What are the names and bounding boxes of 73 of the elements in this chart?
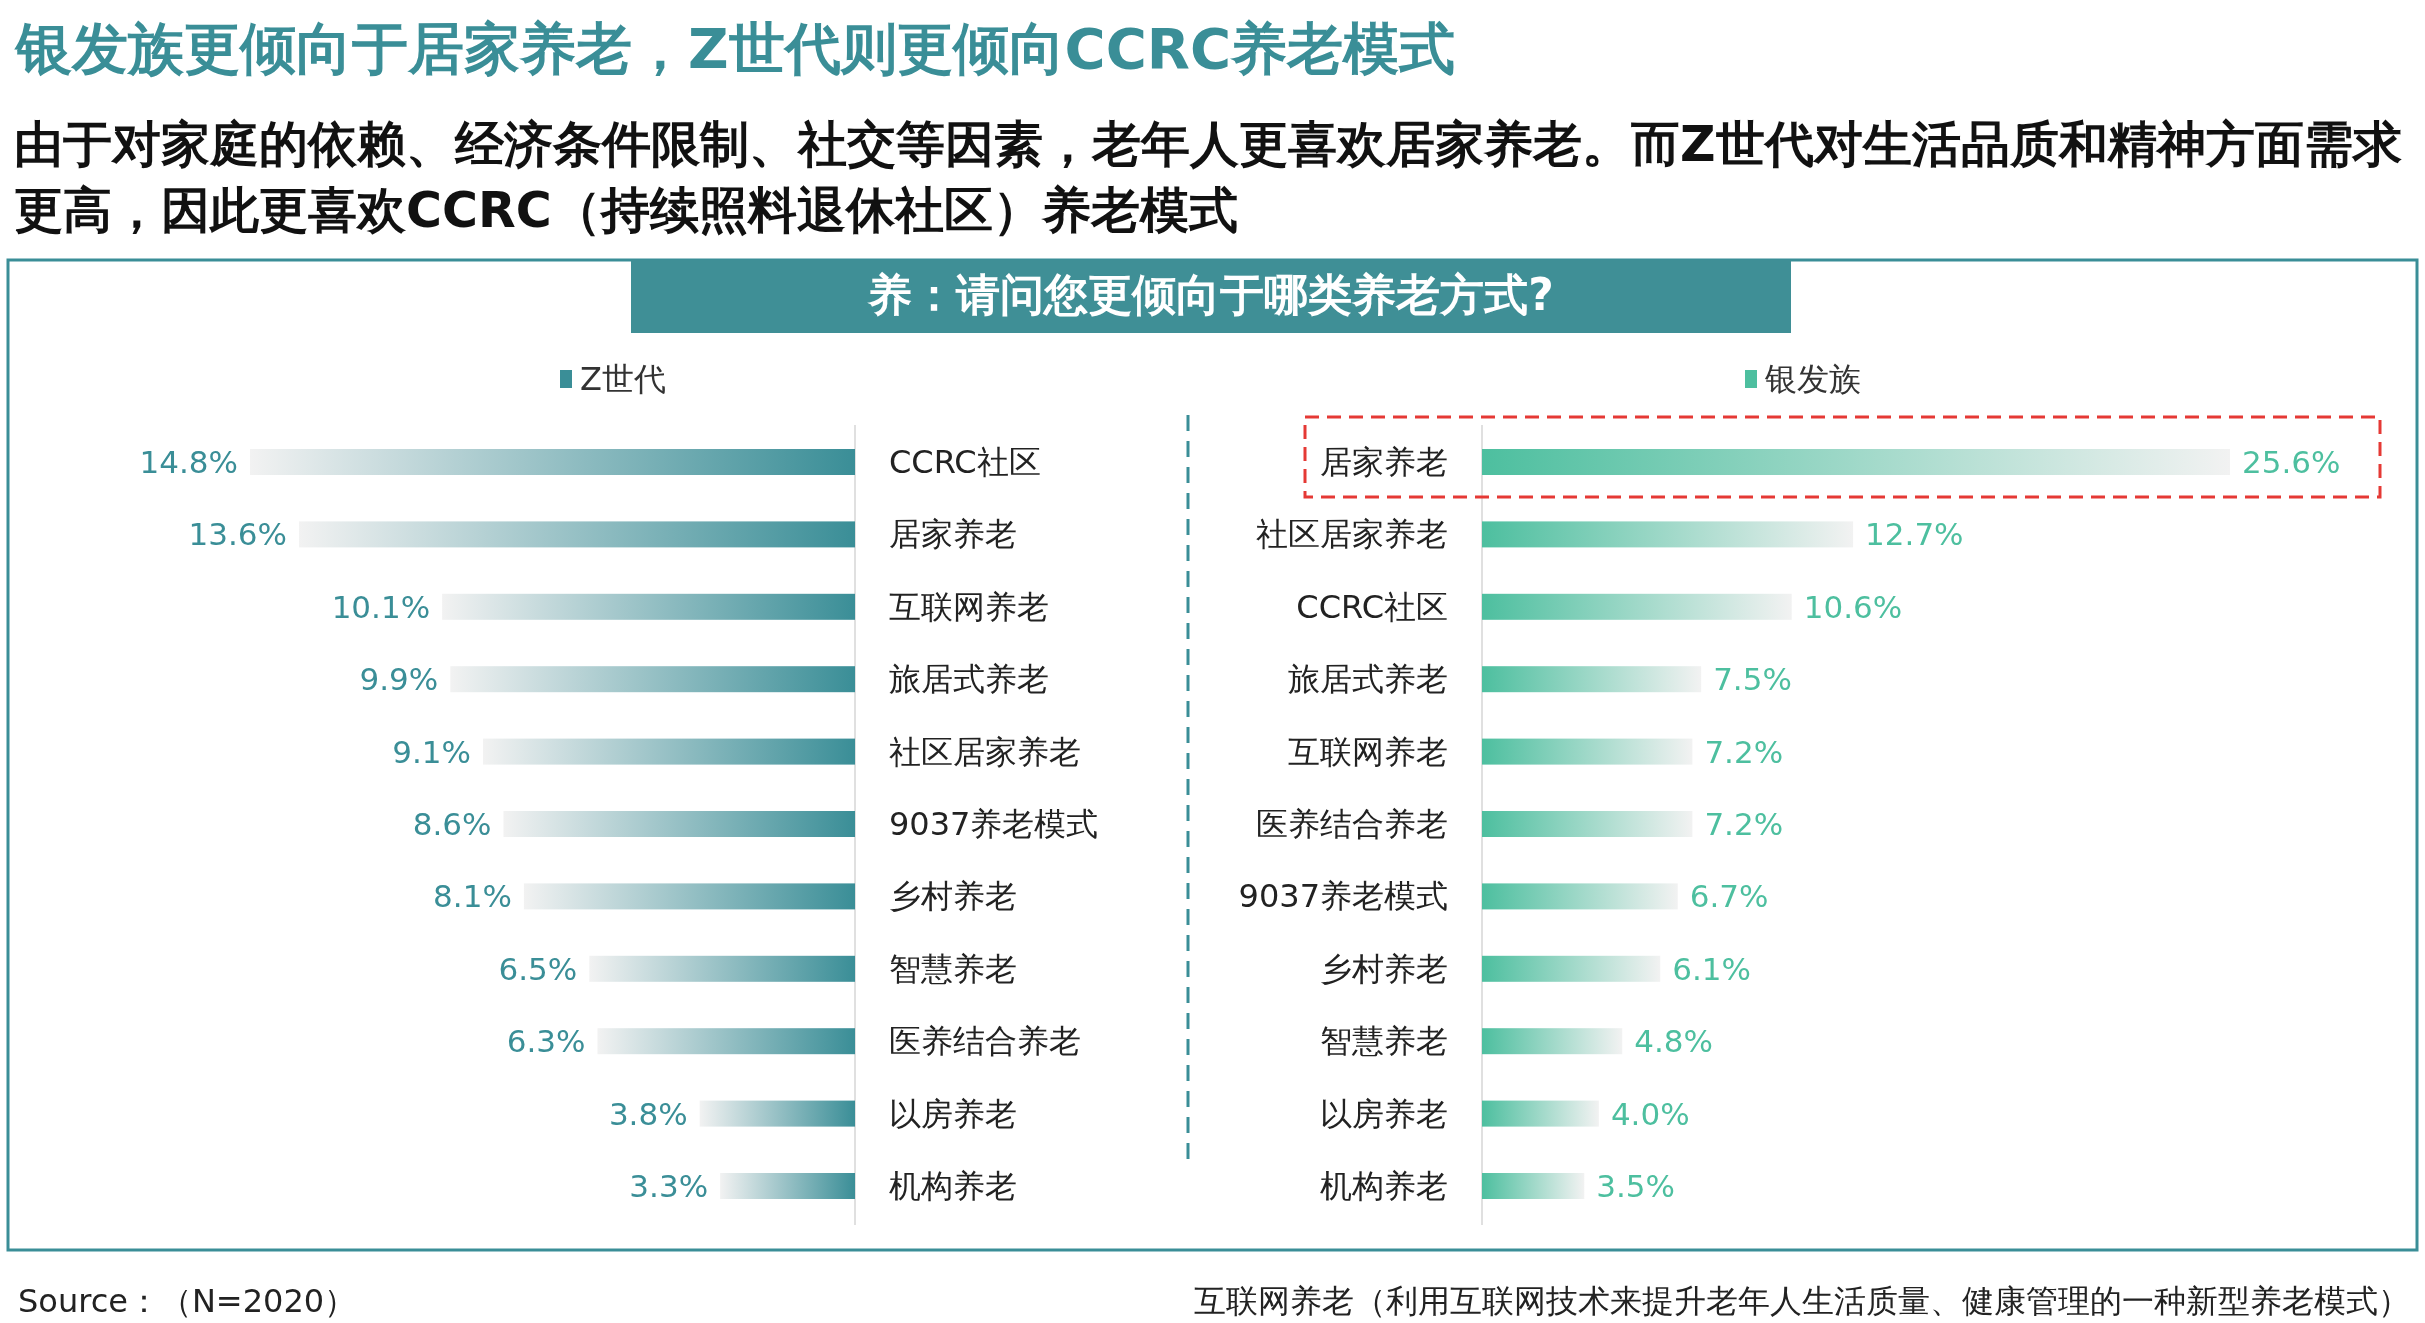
category-label: 乡村养老 bbox=[889, 877, 1017, 916]
data-label: 7.5% bbox=[1713, 661, 1792, 698]
bar bbox=[1482, 738, 1693, 765]
bar bbox=[1482, 955, 1661, 982]
bar bbox=[1482, 521, 1854, 548]
source-note: Source：（N=2020） bbox=[18, 1282, 357, 1320]
bar bbox=[1482, 449, 2230, 475]
category-label: 乡村养老 bbox=[1320, 949, 1448, 988]
category-label: 机构养老 bbox=[1320, 1167, 1448, 1205]
data-label: 6.1% bbox=[1672, 950, 1751, 987]
data-label: 9.1% bbox=[392, 733, 472, 770]
text: 养：请问您更倾向于哪类养老方式? bbox=[867, 269, 1554, 320]
category-label: 以房养老 bbox=[1320, 1094, 1448, 1133]
bar bbox=[589, 955, 855, 982]
data-label: 7.2% bbox=[1704, 733, 1784, 770]
data-label: 13.6% bbox=[188, 516, 288, 553]
bar bbox=[1482, 1173, 1585, 1199]
category-label: 互联网养老 bbox=[1288, 732, 1448, 771]
bar bbox=[1482, 811, 1693, 837]
category-label: 智慧养老 bbox=[1320, 1022, 1448, 1061]
data-label: 4.8% bbox=[1634, 1023, 1714, 1060]
category-label: CCRC社区 bbox=[1296, 587, 1448, 626]
bar bbox=[450, 666, 855, 693]
data-label: 3.5% bbox=[1596, 1168, 1676, 1204]
data-label: 9.9% bbox=[359, 661, 439, 698]
category-label: 旅居式养老 bbox=[889, 660, 1049, 699]
data-label: 6.3% bbox=[506, 1023, 586, 1060]
bar bbox=[720, 1173, 855, 1199]
category-label: CCRC社区 bbox=[889, 443, 1041, 481]
legend-label: 银发族 bbox=[1764, 360, 1861, 398]
category-label: 医养结合养老 bbox=[889, 1022, 1081, 1061]
data-label: 10.1% bbox=[331, 588, 431, 625]
data-label: 25.6% bbox=[2242, 444, 2341, 480]
category-label: 旅居式养老 bbox=[1288, 660, 1448, 699]
bar bbox=[1482, 1100, 1599, 1127]
data-label: 4.0% bbox=[1610, 1095, 1690, 1132]
category-label: 9037养老模式 bbox=[889, 805, 1099, 843]
data-label: 14.8% bbox=[139, 444, 238, 480]
chart-title: 银发族更倾向于居家养老，Z世代则更倾向CCRC养老模式 bbox=[14, 16, 1456, 81]
bar bbox=[483, 738, 855, 765]
bar bbox=[1482, 1028, 1623, 1055]
category-label: 居家养老 bbox=[889, 515, 1017, 554]
data-label: 7.2% bbox=[1704, 806, 1784, 842]
category-label: 居家养老 bbox=[1320, 443, 1448, 481]
data-label: 6.7% bbox=[1689, 878, 1769, 915]
bar bbox=[503, 811, 855, 837]
category-label: 智慧养老 bbox=[889, 949, 1017, 988]
text: 互联网养老（利用互联网技术来提升老年人生活质量、健康管理的一种新型养老模式） bbox=[1194, 1282, 2410, 1320]
data-label: 12.7% bbox=[1865, 516, 1964, 553]
data-label: 6.5% bbox=[498, 950, 578, 987]
text: 由于对家庭的依赖、经济条件限制、社交等因素，老年人更喜欢居家养老。而Z世代对生活品质和精神方面需求更高，因此更喜欢CCRC（持续照料退休社区）养老模式 bbox=[14, 115, 2403, 241]
bar bbox=[597, 1028, 855, 1055]
data-label: 3.8% bbox=[608, 1095, 688, 1132]
category-label: 社区居家养老 bbox=[889, 732, 1081, 771]
bar bbox=[1482, 883, 1678, 910]
category-label: 以房养老 bbox=[889, 1094, 1017, 1133]
category-label: 社区居家养老 bbox=[1256, 515, 1448, 554]
category-label: 9037养老模式 bbox=[1238, 877, 1448, 916]
bar bbox=[299, 521, 855, 548]
category-label: 互联网养老 bbox=[889, 587, 1049, 626]
legend-label: Z世代 bbox=[580, 360, 666, 398]
data-label: 8.1% bbox=[433, 878, 512, 915]
bar bbox=[1482, 666, 1702, 693]
data-label: 10.6% bbox=[1803, 588, 1903, 625]
bar bbox=[523, 883, 855, 910]
bar bbox=[1482, 593, 1792, 620]
bar bbox=[699, 1100, 855, 1127]
category-label: 医养结合养老 bbox=[1256, 805, 1448, 843]
data-label: 8.6% bbox=[412, 806, 492, 842]
bar bbox=[442, 593, 855, 620]
category-label: 机构养老 bbox=[889, 1167, 1017, 1205]
data-label: 3.3% bbox=[629, 1168, 709, 1204]
bar bbox=[250, 449, 855, 475]
